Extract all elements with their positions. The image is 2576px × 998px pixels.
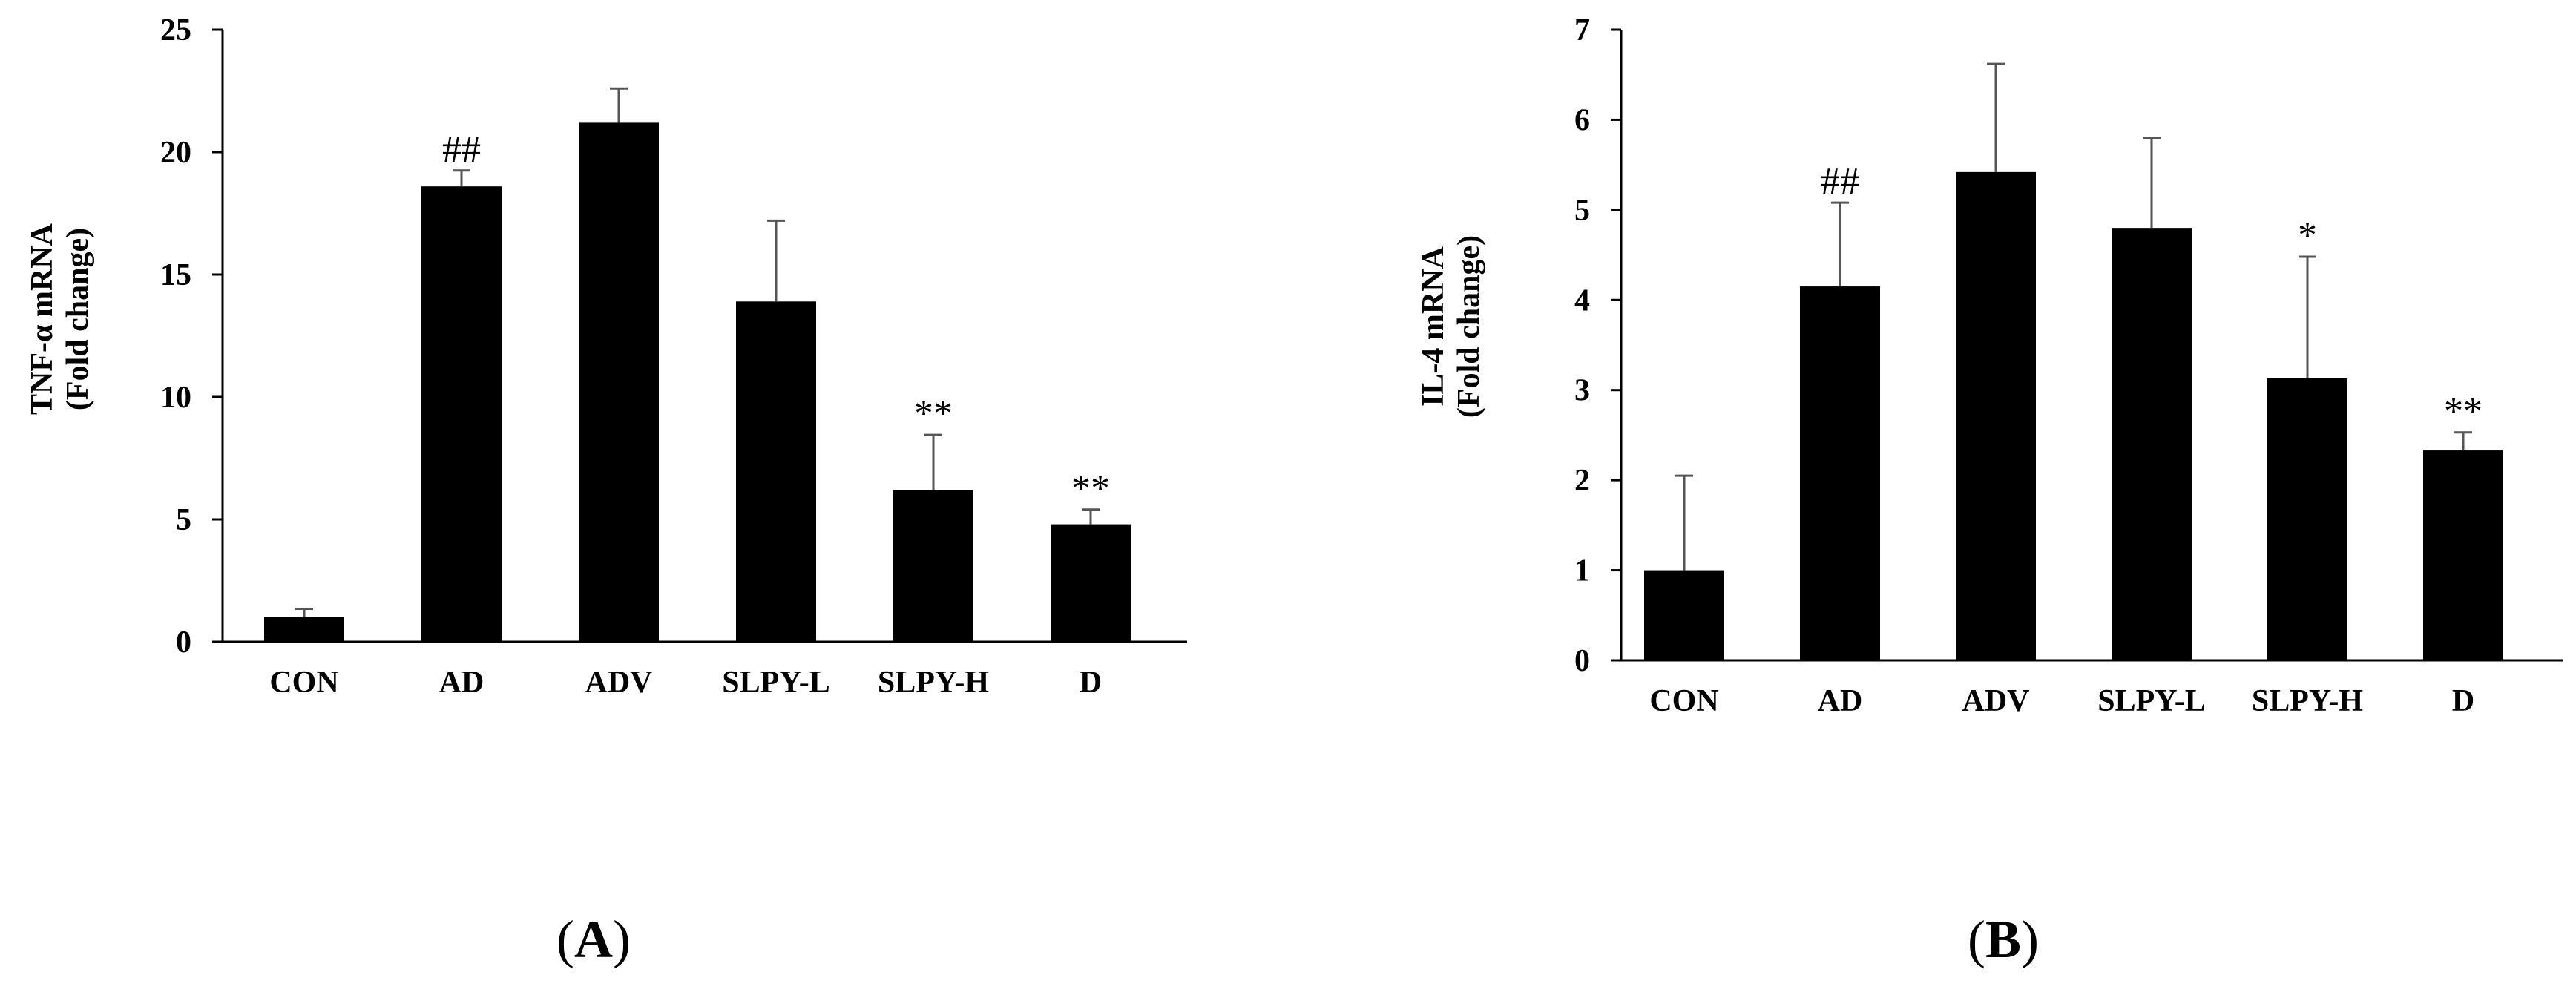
panel-label-a: (A) xyxy=(556,910,631,969)
x-tick-label-b: D xyxy=(2452,684,2474,718)
y-tick-label-b: 7 xyxy=(1574,13,1590,47)
y-tick-label-a: 10 xyxy=(160,381,191,415)
y-axis-label-a: TNF-α mRNA(Fold change) xyxy=(25,223,95,415)
y-axis-label-line2: (Fold change) xyxy=(1452,235,1486,418)
bar-b-con xyxy=(1644,570,1724,660)
y-tick-label-b: 2 xyxy=(1574,464,1590,498)
y-tick-label-a: 20 xyxy=(160,136,191,170)
bar-b-adv xyxy=(1956,171,2036,660)
bar-b-slpy-l xyxy=(2112,228,2192,661)
bar-a-slpy-l xyxy=(736,301,816,642)
y-tick-label-a: 5 xyxy=(176,503,191,537)
significance-mark-b: * xyxy=(2298,214,2317,257)
bar-b-d xyxy=(2423,450,2503,660)
x-tick-label-a: SLPY-L xyxy=(722,666,830,700)
y-tick-label-b: 6 xyxy=(1574,103,1590,137)
y-tick-label-a: 15 xyxy=(160,258,191,292)
x-tick-label-a: CON xyxy=(269,666,338,700)
bar-b-ad xyxy=(1800,286,1880,660)
bar-a-adv xyxy=(579,122,659,642)
significance-mark-a: ## xyxy=(442,128,481,171)
x-tick-label-a: ADV xyxy=(585,666,653,700)
significance-mark-a: ** xyxy=(1071,467,1110,510)
x-tick-label-a: SLPY-H xyxy=(878,666,989,700)
significance-mark-b: ** xyxy=(2444,390,2483,433)
y-tick-label-b: 1 xyxy=(1574,554,1590,588)
x-tick-label-b: AD xyxy=(1818,684,1863,718)
y-tick-label-b: 5 xyxy=(1574,194,1590,228)
bar-a-con xyxy=(264,617,344,642)
bar-a-ad xyxy=(421,186,502,642)
x-tick-label-a: D xyxy=(1080,666,1102,700)
bar-b-slpy-h xyxy=(2267,378,2347,660)
x-tick-label-b: SLPY-L xyxy=(2097,684,2206,718)
y-tick-label-b: 3 xyxy=(1574,374,1590,408)
y-axis-label-line2: (Fold change) xyxy=(61,228,95,410)
panel-label-b: (B) xyxy=(1968,910,2039,969)
bar-a-slpy-h xyxy=(893,490,973,642)
x-tick-label-a: AD xyxy=(439,666,484,700)
y-axis-label-b: IL-4 mRNA(Fold change) xyxy=(1416,235,1486,418)
y-tick-label-b: 0 xyxy=(1574,644,1590,678)
y-axis-label-line1: TNF-α mRNA xyxy=(25,223,59,415)
y-tick-label-a: 25 xyxy=(160,13,191,47)
significance-mark-a: ** xyxy=(914,393,953,435)
significance-mark-b: ## xyxy=(1821,160,1859,203)
bar-a-d xyxy=(1051,524,1131,642)
x-tick-label-b: CON xyxy=(1649,684,1718,718)
x-tick-label-b: ADV xyxy=(1962,684,2030,718)
y-tick-label-b: 4 xyxy=(1574,283,1590,318)
x-tick-label-b: SLPY-H xyxy=(2252,684,2363,718)
y-tick-label-a: 0 xyxy=(176,626,191,660)
y-axis-label-line1: IL-4 mRNA xyxy=(1416,246,1450,406)
